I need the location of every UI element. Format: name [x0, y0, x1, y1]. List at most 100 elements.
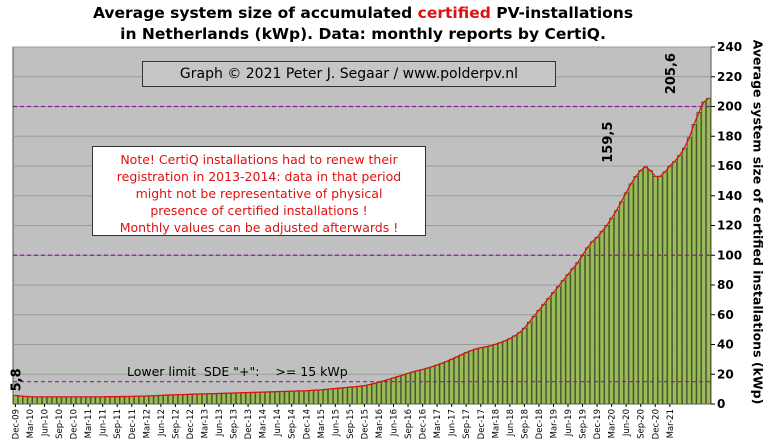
bar [95, 396, 101, 405]
x-tick-label: Mar-11 [84, 409, 94, 438]
x-tick-label: Sep-19 [579, 409, 589, 439]
bar [216, 393, 222, 405]
y-tick-label: 80 [717, 278, 734, 292]
x-tick-label: Jun-16 [390, 409, 400, 437]
title-highlight-word: certified [417, 4, 491, 22]
bar [124, 396, 130, 405]
bar [517, 332, 522, 405]
x-tick-label: Dec-11 [128, 409, 138, 439]
bar [623, 192, 629, 405]
bar [706, 97, 711, 405]
bar [333, 388, 338, 405]
y-tick-label: 60 [717, 308, 734, 322]
bar [143, 395, 149, 405]
bar [400, 374, 406, 405]
x-tick-label: Mar-20 [608, 409, 618, 438]
bar [560, 280, 566, 405]
bar [279, 391, 285, 405]
bar [158, 395, 164, 405]
x-tick-label: Dec-14 [302, 409, 312, 439]
bar [192, 393, 198, 405]
bar [352, 386, 358, 405]
y-tick-label: 120 [717, 219, 742, 233]
bar [502, 340, 508, 405]
bar [434, 364, 440, 405]
bar [211, 393, 217, 405]
bar [386, 379, 391, 405]
bar [376, 381, 382, 405]
x-tick-label: Sep-13 [230, 409, 240, 439]
bar [691, 124, 697, 405]
bar [134, 395, 139, 405]
trend-line [15, 97, 709, 398]
bar [313, 389, 319, 405]
x-tick-label: Mar-18 [491, 409, 501, 438]
bar [662, 171, 668, 405]
bar [245, 392, 251, 405]
bar [265, 391, 270, 405]
bar [56, 396, 62, 405]
title-line1-a: Average system size of accumulated [92, 4, 418, 22]
x-tick-label: Sep-11 [113, 409, 123, 439]
x-tick-label: Sep-14 [288, 409, 298, 439]
bar [531, 315, 537, 405]
bar [483, 346, 488, 405]
bar [105, 396, 110, 405]
bar [682, 147, 687, 405]
bar [168, 394, 173, 405]
x-tick-label: Jun-13 [215, 409, 225, 437]
y-tick-label: 180 [717, 129, 742, 143]
y-tick-label: 100 [717, 248, 742, 262]
bar [633, 176, 639, 405]
bar [187, 394, 193, 405]
bar [526, 321, 532, 405]
y-axis-label: Average system size of certified install… [750, 39, 766, 405]
bar [173, 394, 178, 405]
bar [197, 393, 202, 405]
bar [274, 391, 280, 405]
x-tick-label: Mar-10 [26, 409, 36, 438]
x-tick-label: Mar-14 [259, 409, 269, 438]
y-tick-label: 40 [717, 338, 734, 352]
bar [32, 396, 38, 405]
bar [221, 392, 227, 405]
bar [507, 338, 513, 405]
bar [250, 392, 256, 405]
bar [546, 298, 551, 405]
bar [202, 393, 207, 405]
bar [643, 166, 648, 405]
y-tick-label: 0 [717, 397, 725, 411]
bar [657, 176, 663, 405]
bar [473, 348, 479, 405]
bar [80, 396, 86, 405]
x-tick-label: Sep-12 [171, 409, 181, 439]
x-tick-label: Mar-19 [549, 409, 559, 438]
value-annotation: 205,6 [664, 53, 679, 94]
y-tick-label: 160 [717, 159, 742, 173]
bar [318, 389, 324, 405]
bar [42, 396, 47, 405]
bar [22, 396, 28, 405]
bar [478, 347, 484, 405]
bar [541, 304, 547, 405]
x-tick-label: Dec-12 [186, 409, 196, 439]
bar [585, 247, 590, 405]
bar [565, 274, 571, 405]
bar [226, 392, 232, 405]
bar [551, 292, 556, 405]
bar [459, 354, 464, 405]
bar [100, 396, 105, 405]
value-annotations: 5,8 159,5 205,6 [9, 53, 678, 391]
bar [522, 327, 527, 405]
bar [371, 383, 377, 405]
bar [672, 161, 677, 405]
bar [410, 371, 416, 405]
x-tick-label: Dec-13 [244, 409, 254, 439]
bar [609, 217, 614, 405]
bar [85, 396, 91, 405]
bar [337, 387, 343, 405]
x-tick-label: Sep-20 [637, 409, 647, 439]
bar [13, 395, 18, 405]
x-tick-label: Jun-14 [273, 409, 283, 437]
bar [415, 370, 421, 405]
